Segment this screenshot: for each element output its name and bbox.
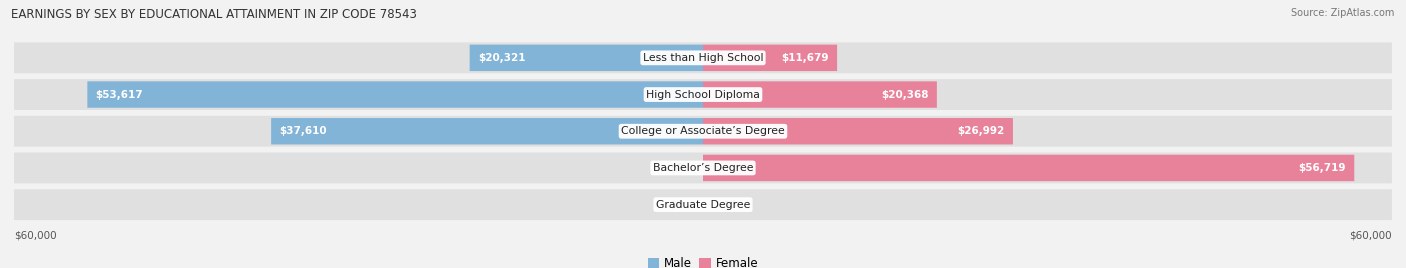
FancyBboxPatch shape [87,81,703,108]
Text: Source: ZipAtlas.com: Source: ZipAtlas.com [1291,8,1395,18]
FancyBboxPatch shape [14,42,1392,73]
Text: $26,992: $26,992 [957,126,1005,136]
Text: Bachelor’s Degree: Bachelor’s Degree [652,163,754,173]
Text: $11,679: $11,679 [782,53,828,63]
FancyBboxPatch shape [14,116,1392,147]
Text: $0: $0 [669,200,683,210]
FancyBboxPatch shape [14,189,1392,220]
FancyBboxPatch shape [703,155,1354,181]
Text: $0: $0 [669,163,683,173]
Text: $20,321: $20,321 [478,53,526,63]
FancyBboxPatch shape [703,45,837,71]
Text: Graduate Degree: Graduate Degree [655,200,751,210]
FancyBboxPatch shape [14,79,1392,110]
Legend: Male, Female: Male, Female [643,252,763,268]
Text: $0: $0 [723,200,737,210]
FancyBboxPatch shape [271,118,703,144]
FancyBboxPatch shape [703,81,936,108]
Text: College or Associate’s Degree: College or Associate’s Degree [621,126,785,136]
Text: $53,617: $53,617 [96,90,143,99]
Text: $60,000: $60,000 [1350,231,1392,241]
FancyBboxPatch shape [470,45,703,71]
FancyBboxPatch shape [703,118,1012,144]
Text: $20,368: $20,368 [882,90,928,99]
FancyBboxPatch shape [14,152,1392,183]
Text: High School Diploma: High School Diploma [647,90,759,99]
Text: EARNINGS BY SEX BY EDUCATIONAL ATTAINMENT IN ZIP CODE 78543: EARNINGS BY SEX BY EDUCATIONAL ATTAINMEN… [11,8,418,21]
Text: $60,000: $60,000 [14,231,56,241]
Text: Less than High School: Less than High School [643,53,763,63]
Text: $37,610: $37,610 [280,126,328,136]
Text: $56,719: $56,719 [1299,163,1346,173]
